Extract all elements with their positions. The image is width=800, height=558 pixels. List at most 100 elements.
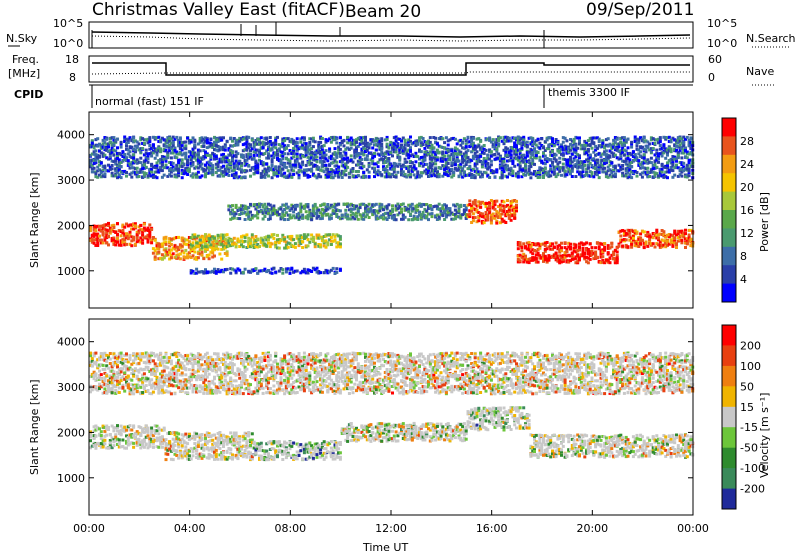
power-cell <box>513 164 517 168</box>
power-cell <box>90 238 94 241</box>
power-cell <box>112 229 116 233</box>
power-cell <box>516 260 520 264</box>
power-cell <box>423 157 427 161</box>
power-cell <box>302 136 306 140</box>
power-cell <box>588 250 592 254</box>
power-cell <box>473 202 477 206</box>
power-cell <box>160 158 164 162</box>
power-cell <box>586 252 590 256</box>
power-cell <box>299 205 303 209</box>
power-cell <box>114 231 118 234</box>
power-cell <box>515 209 518 213</box>
power-cell <box>89 165 92 169</box>
power-cell <box>112 174 116 178</box>
power-cell <box>130 166 134 170</box>
power-cell <box>322 244 326 248</box>
power-cell <box>101 154 105 158</box>
power-cell <box>491 216 495 220</box>
power-cell <box>191 147 195 151</box>
power-cell <box>646 233 650 236</box>
power-cell <box>657 243 660 247</box>
power-cell <box>493 215 497 219</box>
power-cell <box>658 232 662 236</box>
power-cell <box>491 206 495 210</box>
power-cell <box>159 147 163 151</box>
power-cell <box>385 218 389 221</box>
power-cell <box>495 213 499 216</box>
power-cell <box>484 205 488 209</box>
power-cell <box>94 155 98 159</box>
power-cell <box>157 135 161 139</box>
power-cell <box>498 136 502 140</box>
power-cell <box>130 244 134 248</box>
power-cell <box>556 244 560 248</box>
power-cell <box>274 241 278 245</box>
power-cell <box>531 243 535 246</box>
power-cell <box>184 167 188 171</box>
power-cell <box>209 162 213 166</box>
power-cell <box>315 208 319 212</box>
power-cell <box>308 240 312 244</box>
power-cell <box>324 163 328 167</box>
power-cell <box>570 251 574 255</box>
power-cell <box>148 223 152 227</box>
power-cell <box>335 267 339 271</box>
power-cell <box>177 248 181 251</box>
power-cell <box>520 246 524 249</box>
power-cell <box>507 206 511 209</box>
power-cell <box>497 211 501 215</box>
power-cell <box>382 217 385 221</box>
power-cell <box>398 204 402 208</box>
power-cell <box>378 209 382 213</box>
power-cell <box>160 253 164 257</box>
power-cell <box>108 226 112 230</box>
power-cell <box>340 176 344 179</box>
power-cell <box>241 240 245 243</box>
power-cell <box>200 234 204 238</box>
power-cell <box>249 217 252 221</box>
power-cell <box>132 235 136 239</box>
power-cell <box>202 245 206 249</box>
power-cell <box>515 203 518 207</box>
power-cell <box>682 231 686 235</box>
power-cell <box>347 175 351 179</box>
power-cell <box>538 256 542 260</box>
power-cell <box>315 216 319 220</box>
power-cell <box>385 142 389 146</box>
power-cell <box>286 218 290 221</box>
power-cell <box>610 241 614 245</box>
power-cell <box>128 233 132 237</box>
power-cell <box>173 148 177 152</box>
power-cell <box>250 269 254 273</box>
power-cell <box>112 141 116 145</box>
power-cell <box>267 217 270 221</box>
power-cell <box>133 224 137 228</box>
power-cell <box>277 207 281 211</box>
freq-tick-high: 18 <box>65 53 79 66</box>
power-cell <box>155 246 159 250</box>
power-cell <box>180 172 184 175</box>
power-cell <box>603 248 607 252</box>
power-cell <box>630 242 634 246</box>
power-cell <box>164 159 168 163</box>
power-cell <box>306 238 310 242</box>
power-cell <box>141 167 145 171</box>
power-cell <box>231 208 234 212</box>
power-cell <box>331 233 335 237</box>
power-cell <box>164 144 168 148</box>
power-cell <box>234 212 238 216</box>
power-cell <box>333 174 337 178</box>
power-cell <box>324 205 328 209</box>
power-cell <box>107 157 110 161</box>
power-cell <box>680 241 684 245</box>
power-cell <box>182 241 186 245</box>
power-cell <box>270 233 274 237</box>
power-cell <box>435 207 439 211</box>
power-cell <box>112 136 116 140</box>
power-cell <box>299 234 303 238</box>
power-cell <box>164 139 168 143</box>
power-cell <box>295 141 299 145</box>
power-cell <box>403 208 407 212</box>
power-cell <box>671 237 675 241</box>
power-cell <box>349 207 353 211</box>
